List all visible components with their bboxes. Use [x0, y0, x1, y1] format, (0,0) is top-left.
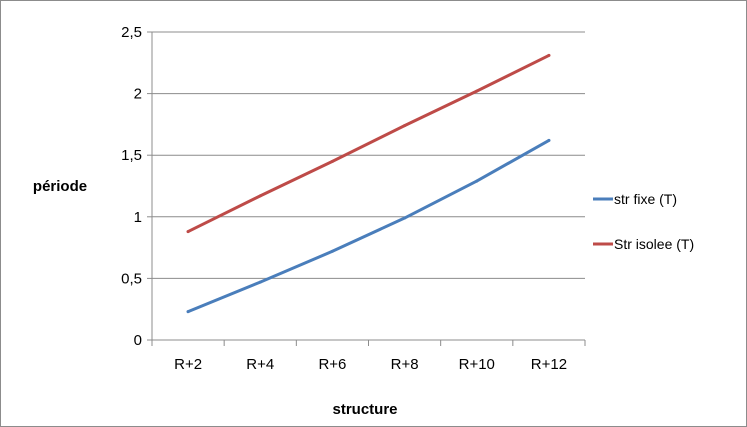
series-lines	[186, 53, 551, 314]
y-tick-label: 0	[134, 332, 142, 349]
tick-labels: 0 0,5 1 1,5 2 2,5 R+2 R+4 R+6 R+8 R+10 R+12	[121, 24, 567, 373]
x-tick-label: R+8	[391, 356, 419, 373]
y-tick-label: 2,5	[121, 24, 142, 41]
gridlines	[152, 31, 585, 279]
data-point	[186, 310, 190, 314]
y-tick-label: 1	[134, 209, 142, 226]
axes	[147, 31, 586, 346]
data-point	[547, 53, 551, 57]
series-line	[186, 53, 551, 234]
data-point	[475, 179, 479, 183]
data-point	[475, 89, 479, 93]
x-tick-label: R+4	[246, 356, 274, 373]
y-tick-label: 2	[134, 86, 142, 103]
x-tick-label: R+2	[174, 356, 202, 373]
x-tick-label: R+10	[459, 356, 495, 373]
legend-label: str fixe (T)	[614, 191, 677, 207]
legend-label: Str isolee (T)	[614, 236, 694, 252]
x-axis-title: structure	[332, 401, 397, 418]
data-point	[403, 124, 407, 128]
data-point	[258, 280, 262, 284]
data-point	[547, 138, 551, 142]
data-point	[186, 230, 190, 234]
legend: str fixe (T) Str isolee (T)	[593, 191, 694, 252]
y-tick-label: 0,5	[121, 270, 142, 287]
series-line	[186, 138, 551, 314]
x-tick-label: R+6	[318, 356, 346, 373]
y-tick-label: 1,5	[121, 147, 142, 164]
data-point	[403, 216, 407, 220]
data-point	[330, 159, 334, 163]
data-point	[330, 249, 334, 253]
x-tick-label: R+12	[531, 356, 567, 373]
data-point	[258, 194, 262, 198]
y-axis-title: période	[33, 178, 87, 195]
